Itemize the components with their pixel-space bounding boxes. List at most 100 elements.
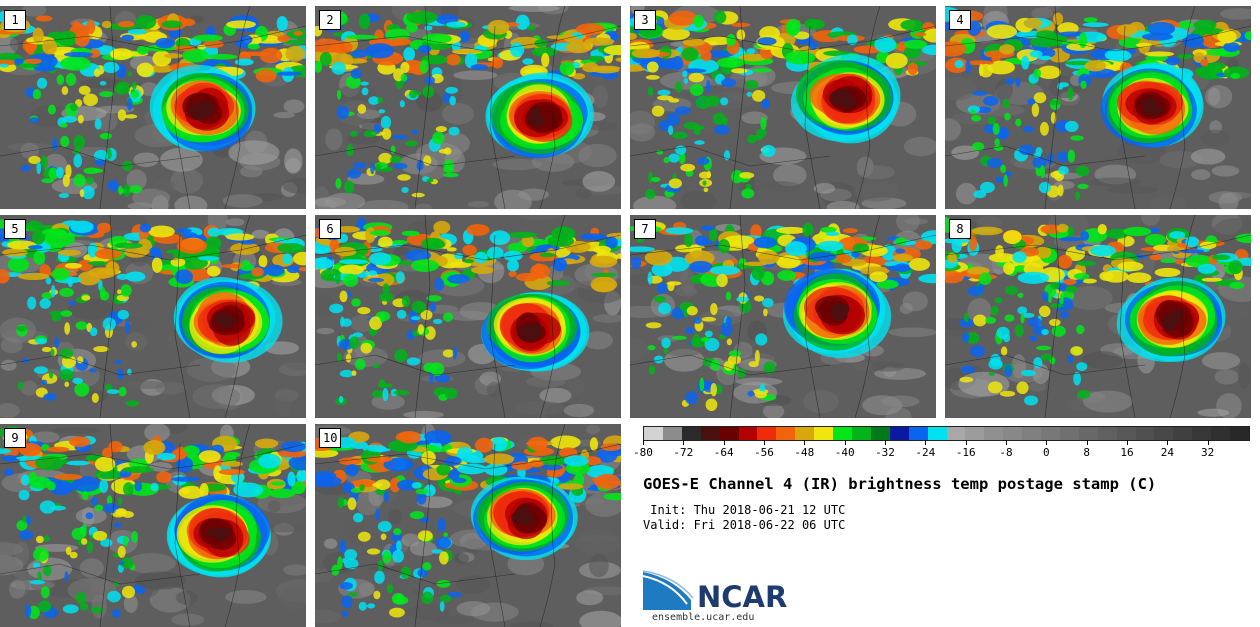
colorbar-segment	[795, 427, 815, 440]
colorbar-tick-mark	[965, 440, 967, 445]
colorbar-segment	[1173, 427, 1193, 440]
colorbar-segment	[870, 427, 890, 440]
colorbar-tick-label: -72	[673, 446, 694, 459]
colorbar-segment	[927, 427, 947, 440]
panel-number: 7	[634, 219, 656, 239]
ir-satellite-map	[315, 215, 621, 418]
colorbar-tick-mark	[683, 440, 685, 445]
colorbar-tick-label: 0	[1043, 446, 1050, 459]
colorbar-tick-mark	[643, 440, 644, 445]
colorbar-tick-mark	[764, 440, 765, 445]
ir-satellite-map	[630, 6, 936, 209]
colorbar-tick-label: -48	[794, 446, 815, 459]
colorbar-segment	[1230, 427, 1249, 440]
colorbar-tick-label: -80	[633, 446, 653, 459]
colorbar-tick-label: 8	[1083, 446, 1090, 459]
colorbar-tick-mark	[1086, 440, 1088, 445]
colorbar-segment	[681, 427, 701, 440]
panel-number: 2	[319, 10, 341, 30]
colorbar-tick-label: 24	[1160, 446, 1174, 459]
colorbar-tick-mark	[1207, 440, 1209, 445]
colorbar-segment	[1192, 427, 1212, 440]
colorbar-segment	[1135, 427, 1155, 440]
colorbar-segment	[814, 427, 834, 440]
colorbar-segment	[946, 427, 966, 440]
colorbar-segment	[738, 427, 758, 440]
panel-number: 9	[4, 428, 26, 448]
ncar-logo-text: NCAR	[697, 580, 788, 614]
ensemble-member-panel: 1	[0, 6, 306, 209]
figure-title: GOES-E Channel 4 (IR) brightness temp po…	[643, 475, 1157, 493]
colorbar-segment	[965, 427, 985, 440]
ir-satellite-map	[0, 424, 306, 627]
colorbar-segment	[1097, 427, 1117, 440]
colorbar-tick-label: -16	[955, 446, 976, 459]
colorbar-tick-label: -32	[875, 446, 895, 459]
colorbar-segment	[1022, 427, 1042, 440]
logo-url: ensemble.ucar.edu	[652, 612, 755, 623]
colorbar-tick-label: -64	[713, 446, 734, 459]
colorbar-tick-mark	[1046, 440, 1048, 445]
ensemble-member-panel: 3	[630, 6, 936, 209]
colorbar-segment	[719, 427, 739, 440]
ensemble-member-panel: 5	[0, 215, 306, 418]
ensemble-member-panel: 9	[0, 424, 306, 627]
colorbar-segment	[644, 427, 663, 440]
colorbar-tick-label: 32	[1201, 446, 1215, 459]
colorbar-tick-mark	[1006, 440, 1007, 445]
colorbar-tick-mark	[925, 440, 927, 445]
panel-number: 10	[319, 428, 342, 448]
colorbar-segment	[908, 427, 928, 440]
valid-time: Valid: Fri 2018-06-22 06 UTC	[643, 518, 846, 532]
colorbar-segment	[1078, 427, 1098, 440]
colorbar-tick-mark	[1167, 440, 1169, 445]
colorbar-segment	[1041, 427, 1060, 440]
panel-number: 1	[4, 10, 26, 30]
ir-satellite-map	[315, 424, 621, 627]
ir-satellite-map	[315, 6, 621, 209]
ensemble-member-panel: 7	[630, 215, 936, 418]
init-time: Init: Thu 2018-06-21 12 UTC	[643, 503, 846, 517]
colorbar-tick-label: -40	[834, 446, 855, 459]
colorbar-segment	[1116, 427, 1136, 440]
colorbar-segment	[700, 427, 720, 440]
colorbar-segment	[833, 427, 852, 440]
ir-satellite-map	[0, 215, 306, 418]
colorbar-segment	[851, 427, 871, 440]
colorbar-segment	[1211, 427, 1231, 440]
colorbar-tick-mark	[844, 440, 846, 445]
panel-number: 5	[4, 219, 26, 239]
colorbar-tick-label: -8	[999, 446, 1013, 459]
ir-satellite-map	[0, 6, 306, 209]
colorbar-segment	[1154, 427, 1174, 440]
panel-number: 3	[634, 10, 656, 30]
colorbar-tick-mark	[723, 440, 725, 445]
panel-number: 6	[319, 219, 341, 239]
ensemble-member-panel: 4	[945, 6, 1251, 209]
ncar-logo-icon	[643, 570, 694, 610]
colorbar-segment	[889, 427, 909, 440]
panel-number: 8	[949, 219, 971, 239]
colorbar-tick-mark	[1127, 440, 1128, 445]
colorbar-tick-label: -56	[754, 446, 774, 459]
colorbar	[643, 426, 1250, 441]
colorbar-segment	[1059, 427, 1079, 440]
colorbar-segment	[776, 427, 796, 440]
ensemble-member-panel: 2	[315, 6, 621, 209]
colorbar-tick-mark	[804, 440, 806, 445]
ensemble-member-panel: 8	[945, 215, 1251, 418]
ir-satellite-map	[630, 215, 936, 418]
colorbar-segment	[662, 427, 682, 440]
ensemble-member-panel: 10	[315, 424, 621, 627]
panel-number: 4	[949, 10, 971, 30]
colorbar-segment	[1003, 427, 1023, 440]
colorbar-ticks: -80 -72 -64 -56 -48 -40 -32 -24 -16 -8 0 8 16 24 32	[633, 440, 1248, 460]
colorbar-segment	[984, 427, 1004, 440]
colorbar-tick-label: -24	[915, 446, 936, 459]
ir-satellite-map	[945, 215, 1251, 418]
colorbar-tick-label: 16	[1120, 446, 1134, 459]
ir-satellite-map	[945, 6, 1251, 209]
colorbar-segment	[757, 427, 777, 440]
colorbar-tick-mark	[885, 440, 886, 445]
ensemble-member-panel: 6	[315, 215, 621, 418]
